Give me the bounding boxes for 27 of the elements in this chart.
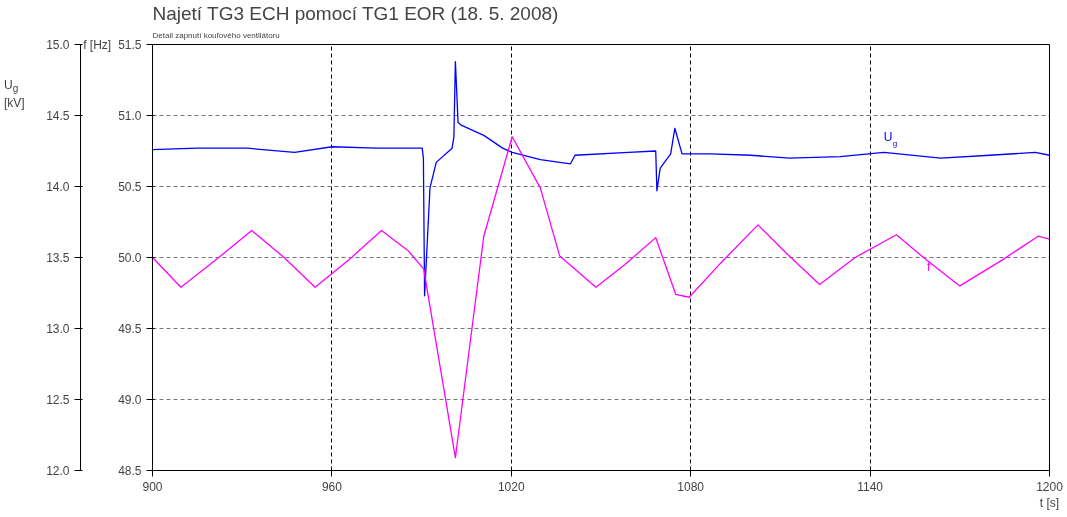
x-axis-title: t [s] xyxy=(1039,495,1060,510)
series-label: f xyxy=(926,260,931,275)
chart-subtitle: Detail zapnutí kouľového ventilátoru xyxy=(152,30,280,40)
x-tick-label: 1020 xyxy=(497,479,525,494)
y2-tick-label: 49.0 xyxy=(118,393,142,407)
y-tick-label: 12.0 xyxy=(46,464,70,478)
x-tick-label: 900 xyxy=(142,479,163,494)
x-tick-label: 1140 xyxy=(857,479,884,494)
y2-axis-title: f [Hz] xyxy=(83,37,112,52)
y-tick-label: 12.5 xyxy=(46,393,70,407)
y2-tick-label: 51.5 xyxy=(118,38,142,52)
y-tick-label: 13.0 xyxy=(46,322,70,336)
chart-title: Najetí TG3 ECH pomocí TG1 EOR (18. 5. 2008) xyxy=(152,2,559,24)
x-tick-label: 1080 xyxy=(677,479,705,494)
y-tick-label: 14.5 xyxy=(46,109,70,123)
y-tick-label: 15.0 xyxy=(46,38,70,52)
y2-tick-label: 50.0 xyxy=(118,251,142,265)
x-tick-label: 1200 xyxy=(1036,479,1064,494)
y2-tick-label: 51.0 xyxy=(118,109,142,123)
y-tick-label: 13.5 xyxy=(46,251,70,265)
y2-tick-label: 50.5 xyxy=(118,180,142,194)
x-tick-label: 960 xyxy=(321,479,343,494)
y-axis-title: U$_{g}$ [kV] xyxy=(4,78,25,111)
y2-tick-label: 48.5 xyxy=(118,464,142,478)
y2-tick-label: 49.5 xyxy=(118,322,142,336)
y-tick-label: 14.0 xyxy=(46,180,70,194)
line-series xyxy=(152,60,1050,297)
